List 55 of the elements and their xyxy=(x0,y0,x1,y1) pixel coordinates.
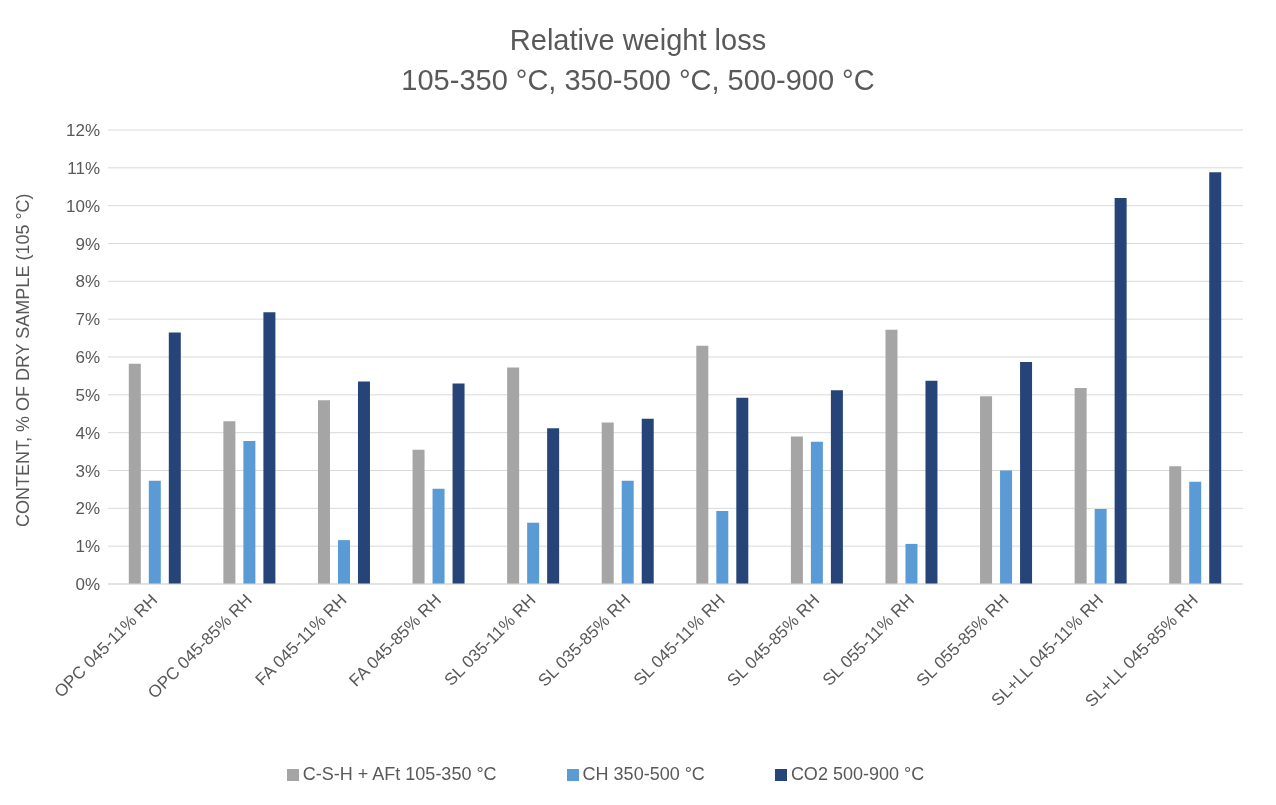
bar xyxy=(905,543,918,584)
bar xyxy=(243,440,256,584)
bar xyxy=(263,312,276,584)
bar xyxy=(337,540,350,584)
bar xyxy=(168,332,181,584)
bar xyxy=(716,510,729,584)
bar xyxy=(128,363,141,584)
bar xyxy=(696,345,709,584)
bar xyxy=(1189,481,1202,584)
legend-label: C-S-H + AFt 105-350 °C xyxy=(302,764,497,784)
bar xyxy=(621,480,634,584)
bar xyxy=(885,329,898,584)
bar xyxy=(830,390,843,584)
y-tick-label: 9% xyxy=(75,234,100,254)
bar xyxy=(980,396,993,584)
bar xyxy=(547,428,560,584)
bar xyxy=(357,381,370,584)
bar xyxy=(736,397,749,584)
bar xyxy=(925,380,938,584)
bar xyxy=(507,367,520,584)
bar xyxy=(148,480,161,584)
y-tick-label: 2% xyxy=(75,499,100,519)
bar xyxy=(1020,361,1033,584)
bar xyxy=(432,488,445,584)
y-tick-label: 6% xyxy=(75,348,100,368)
legend-label: CO2 500-900 °C xyxy=(790,764,925,784)
y-axis-title: CONTENT, % OF DRY SAMPLE (105 °C) xyxy=(13,193,34,527)
y-tick-label: 5% xyxy=(75,385,100,405)
bar xyxy=(1169,466,1182,584)
legend-label: CH 350-500 °C xyxy=(582,764,705,784)
bar xyxy=(1000,470,1013,584)
bar xyxy=(641,418,654,584)
bar xyxy=(1209,172,1222,584)
chart-title: Relative weight loss xyxy=(508,23,768,58)
y-tick-label: 1% xyxy=(75,537,100,557)
bar xyxy=(1074,388,1087,584)
bar xyxy=(452,383,465,584)
y-tick-label: 11% xyxy=(67,158,100,178)
y-tick-label: 7% xyxy=(75,310,100,330)
bar xyxy=(810,441,823,584)
y-tick-label: 12% xyxy=(65,121,100,141)
bar xyxy=(412,449,425,584)
bar xyxy=(601,422,614,584)
bar xyxy=(1094,509,1107,584)
bar xyxy=(1114,198,1127,584)
bar xyxy=(527,522,540,584)
chart-subtitle: 105-350 °C, 350-500 °C, 500-900 °C xyxy=(400,63,876,98)
y-tick-label: 4% xyxy=(75,423,100,443)
y-tick-label: 3% xyxy=(75,461,100,481)
y-tick-label: 8% xyxy=(75,272,100,292)
bar xyxy=(223,421,236,584)
y-tick-label: 0% xyxy=(75,575,100,595)
bar xyxy=(317,400,330,584)
y-tick-label: 10% xyxy=(65,196,100,216)
bar xyxy=(790,436,803,584)
